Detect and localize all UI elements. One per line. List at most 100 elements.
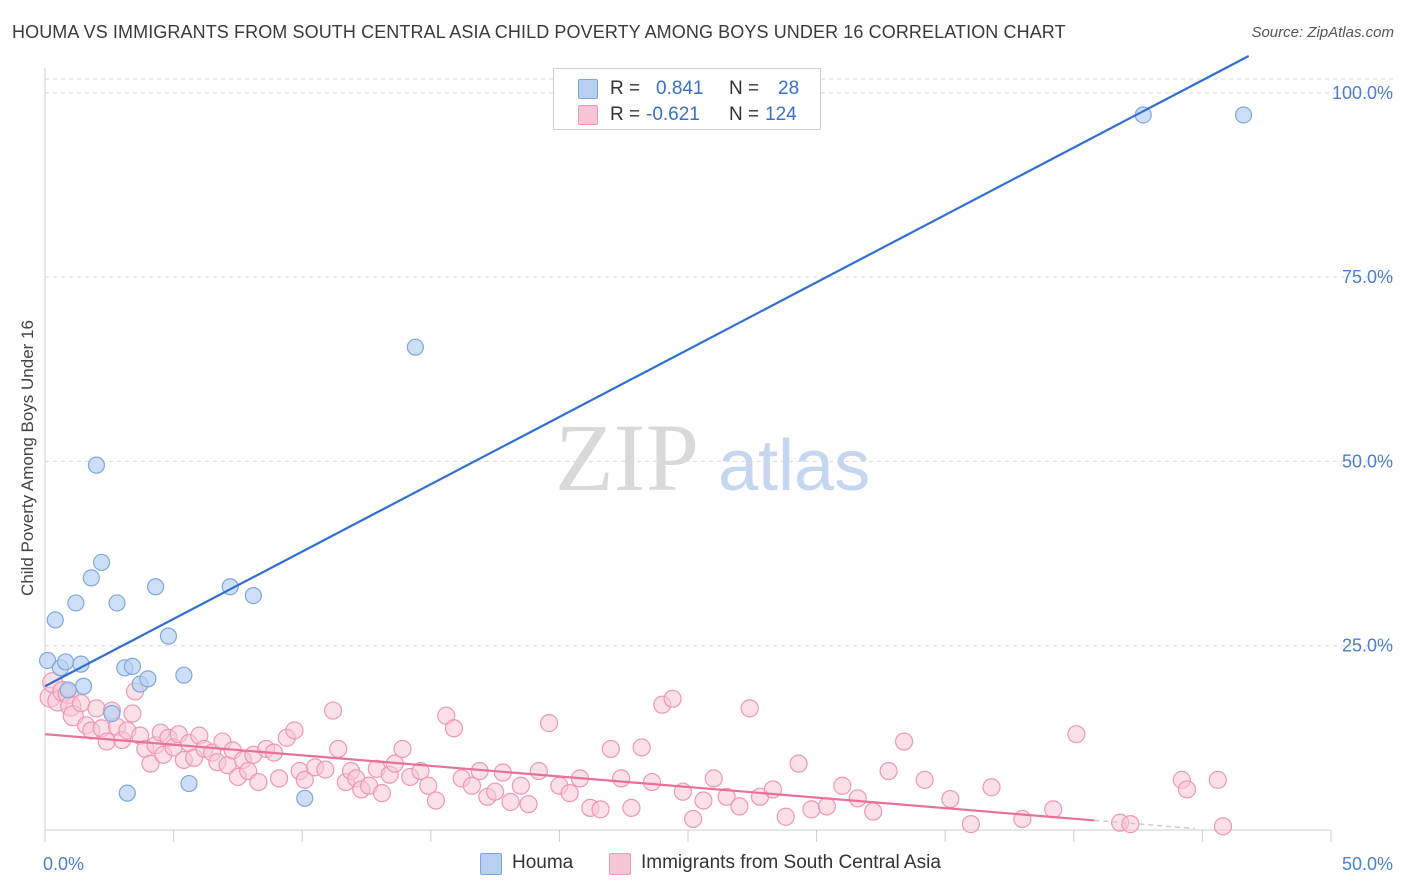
watermark: ZIP atlas	[555, 404, 870, 511]
data-point-immigrants	[982, 778, 1001, 797]
data-point-immigrants	[1213, 817, 1233, 836]
data-point-houma	[56, 653, 75, 671]
data-point-immigrants	[141, 754, 160, 773]
data-point-houma	[123, 657, 142, 675]
data-point-houma	[103, 704, 121, 723]
data-point-houma	[87, 456, 106, 474]
data-point-houma	[406, 338, 424, 356]
data-point-immigrants	[426, 791, 446, 810]
data-point-immigrants	[864, 802, 883, 821]
legend-r-value: -0.621	[646, 104, 700, 125]
data-point-immigrants	[802, 800, 821, 819]
data-point-immigrants	[540, 714, 559, 733]
data-point-immigrants	[419, 776, 438, 795]
data-point-houma	[108, 594, 126, 612]
data-point-immigrants	[833, 776, 852, 795]
data-point-immigrants	[323, 701, 343, 720]
data-point-immigrants	[285, 721, 304, 740]
data-point-immigrants	[591, 800, 610, 819]
watermark-atlas: atlas	[718, 426, 870, 506]
data-point-houma	[82, 569, 100, 587]
data-point-immigrants	[316, 760, 335, 779]
legend-immigrants-label: Immigrants from South Central Asia	[641, 852, 941, 873]
y-tick-label: 50.0%	[1342, 451, 1393, 471]
data-point-immigrants	[879, 761, 898, 781]
trend-line-houma	[44, 55, 1250, 688]
data-point-immigrants	[411, 761, 430, 781]
data-point-immigrants	[663, 689, 682, 708]
data-point-immigrants	[740, 699, 759, 718]
correlation-legend: R = 0.841 N = 28 R = -0.621 N = 124	[553, 68, 821, 130]
watermark-zip: ZIP	[555, 404, 699, 511]
data-point-immigrants	[1044, 800, 1063, 819]
data-point-immigrants	[511, 776, 530, 795]
legend-n-value: 124	[765, 104, 797, 125]
series-immigrants	[39, 671, 1233, 836]
data-point-immigrants	[941, 789, 960, 809]
data-point-houma	[146, 578, 165, 596]
data-point-immigrants	[717, 787, 736, 806]
trend-line-immigrants	[44, 733, 1095, 822]
data-point-immigrants	[915, 770, 934, 789]
legend-n-value: 28	[778, 78, 800, 99]
data-point-immigrants	[71, 694, 91, 713]
data-point-immigrants	[329, 739, 348, 759]
data-point-immigrants	[730, 797, 749, 816]
data-point-immigrants	[123, 704, 142, 723]
data-point-immigrants	[372, 784, 392, 803]
x-tick-label: 50.0%	[1342, 854, 1393, 874]
data-point-houma	[67, 594, 85, 612]
data-point-houma	[118, 784, 136, 802]
series-houma	[38, 106, 1253, 807]
legend-r-label: R =	[610, 78, 641, 99]
data-point-immigrants	[1067, 725, 1086, 744]
immigrants-swatch	[609, 853, 631, 875]
data-point-immigrants	[501, 792, 520, 812]
data-point-immigrants	[462, 776, 482, 795]
data-point-houma	[38, 651, 57, 670]
data-point-immigrants	[601, 739, 620, 759]
data-point-houma	[296, 789, 314, 807]
houma-swatch	[480, 853, 502, 875]
data-point-immigrants	[269, 769, 289, 788]
data-point-houma	[139, 670, 157, 688]
immigrants-swatch	[578, 105, 598, 125]
data-point-immigrants	[694, 791, 713, 810]
data-point-immigrants	[789, 754, 808, 773]
data-point-immigrants	[894, 732, 914, 751]
data-point-immigrants	[529, 761, 548, 781]
houma-swatch	[578, 79, 598, 99]
data-point-immigrants	[519, 795, 538, 814]
data-point-immigrants	[249, 772, 268, 792]
data-point-houma	[180, 774, 198, 793]
y-tick-label: 25.0%	[1342, 636, 1393, 656]
tick-labels: 25.0% 50.0% 75.0% 100.0% 0.0% 50.0%	[43, 83, 1393, 874]
data-point-immigrants	[87, 699, 106, 718]
data-point-houma	[46, 611, 64, 629]
legend-r-value: 0.841	[656, 78, 704, 99]
data-point-houma	[59, 681, 77, 699]
data-point-houma	[92, 553, 111, 572]
data-point-immigrants	[684, 809, 703, 829]
data-point-immigrants	[1121, 815, 1140, 834]
y-tick-label: 75.0%	[1342, 267, 1393, 287]
legend-houma-label: Houma	[512, 852, 574, 873]
x-tick-label: 0.0%	[43, 854, 84, 874]
data-point-immigrants	[622, 798, 641, 817]
data-point-houma	[159, 627, 178, 645]
data-point-immigrants	[704, 769, 723, 788]
source-label: Source: ZipAtlas.com	[1251, 24, 1394, 41]
gridlines	[45, 78, 1394, 647]
legend-r-label: R =	[610, 104, 641, 125]
legend-n-label: N =	[729, 104, 760, 125]
trend-line-immigrants-extension	[1094, 819, 1195, 830]
data-point-immigrants	[393, 739, 412, 759]
data-point-immigrants	[776, 807, 795, 826]
data-point-houma	[1234, 106, 1253, 124]
data-point-immigrants	[961, 815, 981, 834]
legend-n-label: N =	[729, 78, 760, 99]
data-point-immigrants	[97, 732, 116, 751]
data-point-immigrants	[632, 738, 651, 757]
data-point-immigrants	[560, 784, 579, 803]
